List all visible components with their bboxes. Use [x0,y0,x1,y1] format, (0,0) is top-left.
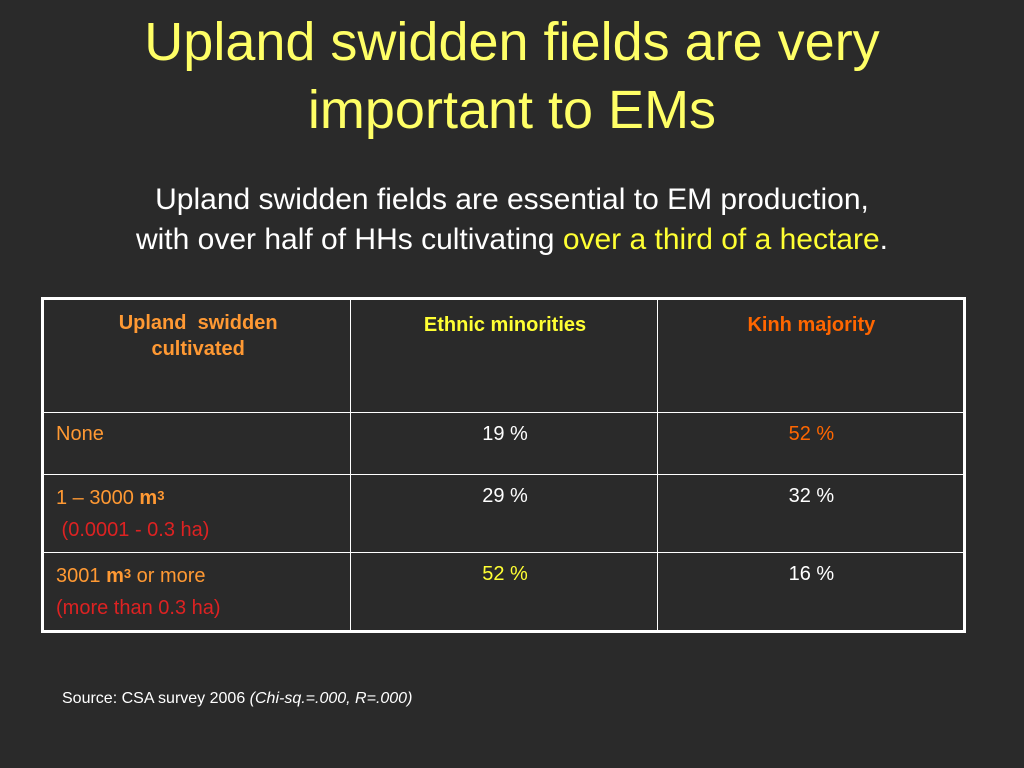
cell-em-small: 29 % [350,474,658,553]
header-ethnic-minorities: Ethnic minorities [350,298,658,413]
row-label-small-sub: (0.0001 - 0.3 ha) [56,519,210,541]
source-stats: (Chi-sq.=.000, R=.000) [249,690,413,707]
header-col1-line1: Upland swidden [118,312,278,334]
header-col1-line2: cultivated [151,338,245,360]
cell-em-none: 19 % [350,412,658,475]
row-label-none: None [41,412,352,475]
row-label-small-range: 1 – 3000 [56,487,140,509]
row-label-large-post: or more [131,565,206,587]
row-label-small: 1 – 3000 m3 (0.0001 - 0.3 ha) [41,474,352,553]
row-label-large-range: 3001 [56,565,107,587]
subtitle-line-2-pre: with over half of HHs cultivating [135,223,563,256]
slide-subtitle: Upland swidden fields are essential to E… [0,180,1024,260]
row-label-small-unit: m [139,487,158,509]
header-kinh-majority: Kinh majority [656,298,966,413]
title-line-2: important to EMs [307,80,717,140]
row-label-large: 3001 m3 or more (more than 0.3 ha) [41,552,352,632]
source-note: Source: CSA survey 2006 (Chi-sq.=.000, R… [62,690,412,708]
subtitle-line-2-post: . [879,223,889,256]
header-upland-swidden: Upland swidden cultivated [41,298,352,413]
row-label-large-sub: (more than 0.3 ha) [56,597,221,619]
cell-em-large: 52 % [350,552,658,632]
cell-kinh-none: 52 % [656,412,966,475]
table-row: 1 – 3000 m3 (0.0001 - 0.3 ha) 29 % 32 % [41,474,966,553]
cell-kinh-small: 32 % [656,474,966,553]
table-row: None 19 % 52 % [41,412,966,475]
subtitle-highlight: over a third of a hectare [562,223,880,256]
row-label-large-main: 3001 m3 or more [56,563,340,589]
row-label-large-sup: 3 [123,566,132,581]
row-label-small-main: 1 – 3000 m3 [56,485,340,511]
row-label-small-sup: 3 [157,488,165,503]
swidden-table: Upland swidden cultivated Ethnic minorit… [41,297,966,633]
table-row: 3001 m3 or more (more than 0.3 ha) 52 % … [41,552,966,632]
title-line-1: Upland swidden fields are very [144,12,880,72]
cell-kinh-large: 16 % [656,552,966,632]
subtitle-line-1: Upland swidden fields are essential to E… [155,183,869,216]
table-header-row: Upland swidden cultivated Ethnic minorit… [41,298,966,413]
source-text: Source: CSA survey 2006 [62,690,250,707]
row-label-large-unit: m [106,565,124,587]
slide-title: Upland swidden fields are very important… [0,8,1024,144]
